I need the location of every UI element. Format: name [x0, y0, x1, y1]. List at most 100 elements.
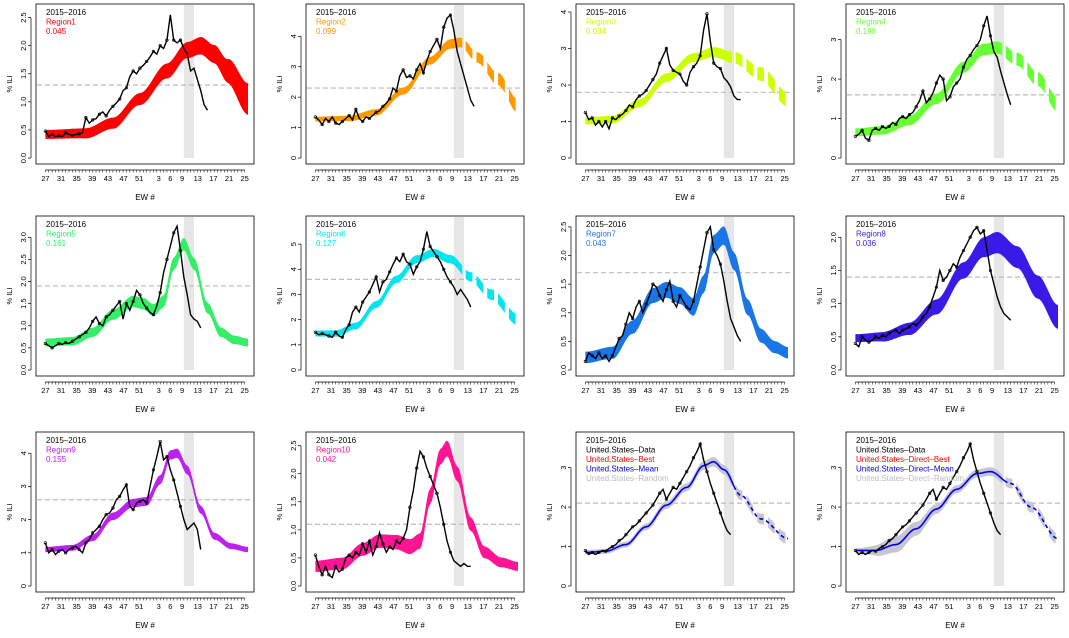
legend-entry: 2015–2016	[856, 8, 897, 17]
observed-point	[671, 485, 675, 489]
y-tick-label: 1	[559, 119, 568, 123]
x-tick-label: 21	[225, 386, 233, 395]
observed-point	[138, 499, 142, 503]
observed-point	[651, 282, 655, 286]
observed-point	[718, 66, 723, 71]
observed-point	[374, 275, 378, 279]
observed-point	[448, 13, 453, 17]
observed-point	[907, 112, 912, 117]
observed-point	[658, 61, 662, 65]
forecast-band	[855, 231, 1058, 343]
observed-point	[685, 469, 689, 474]
forecast-window-shade	[453, 5, 464, 158]
observed-point	[381, 104, 385, 108]
observed-point	[712, 248, 716, 252]
y-tick-label: 0	[559, 156, 568, 160]
x-tick-label: 6	[438, 602, 442, 611]
observed-point	[158, 440, 162, 444]
observed-point	[448, 280, 453, 284]
observed-point	[853, 134, 857, 138]
x-tick-label: 43	[104, 174, 112, 183]
observed-point	[354, 550, 358, 554]
x-axis-label: EW #	[135, 621, 155, 630]
y-tick-label: 0.0	[19, 153, 28, 163]
observed-point	[442, 25, 446, 29]
y-axis-label: % ILI	[545, 75, 554, 92]
x-tick-label: 47	[929, 602, 937, 611]
x-tick-label: 31	[57, 174, 65, 183]
x-axis-label: EW #	[405, 193, 425, 202]
observed-point	[97, 524, 102, 528]
observed-point	[644, 88, 648, 93]
observed-point	[874, 549, 878, 553]
forecast-band-segment	[465, 40, 473, 60]
observed-point	[347, 323, 351, 327]
observed-point	[320, 573, 324, 577]
panel-region10: 0.0 0.5 1.0 1.5 2.0 2.5 % ILI 27 31 35 39 43 47 51 3 6 9…	[275, 431, 525, 630]
x-tick-label: 17	[479, 174, 487, 183]
y-tick-label: 0	[289, 368, 298, 372]
x-tick-label: 27	[311, 174, 319, 183]
observed-point	[77, 547, 81, 552]
x-tick-label: 35	[342, 174, 350, 183]
x-tick-label: 39	[628, 174, 636, 183]
x-tick-label: 27	[311, 602, 319, 611]
observed-point	[43, 541, 47, 545]
y-axis-label: % ILI	[815, 75, 824, 92]
x-tick-label: 17	[749, 386, 757, 395]
observed-point	[968, 235, 972, 239]
x-tick-label: 39	[898, 174, 906, 183]
y-tick-label: 2.0	[19, 40, 28, 50]
observed-point	[435, 491, 439, 495]
observed-point	[131, 508, 135, 512]
legend-entry: Region5	[46, 230, 76, 239]
observed-point	[388, 545, 392, 549]
x-tick-label: 21	[765, 602, 773, 611]
observed-point	[941, 77, 945, 81]
x-tick-label: 17	[1019, 386, 1027, 395]
x-tick-label: 39	[88, 602, 96, 611]
observed-point	[394, 89, 399, 93]
y-tick-label: 1.0	[289, 525, 298, 535]
y-tick-label: 0.5	[289, 553, 298, 563]
observed-point	[415, 265, 419, 269]
observed-point	[887, 124, 891, 129]
forecast-window-shade	[183, 5, 194, 158]
x-tick-label: 13	[1004, 602, 1012, 611]
plot-frame	[845, 215, 1065, 377]
x-tick-label: 51	[945, 602, 953, 611]
x-tick-label: 39	[88, 174, 96, 183]
forecast-band	[315, 248, 463, 337]
x-tick-label: 47	[659, 602, 667, 611]
observed-point	[421, 247, 426, 251]
legend-entry: Region7	[586, 230, 616, 239]
observed-point	[340, 335, 344, 339]
x-tick-label: 35	[612, 386, 620, 395]
observed-point	[907, 325, 912, 329]
x-tick-label: 31	[597, 602, 605, 611]
y-tick-label: 3	[19, 484, 28, 488]
observed-point	[334, 121, 338, 125]
observed-point	[401, 68, 405, 72]
x-tick-label: 13	[734, 174, 742, 183]
y-axis-label: % ILI	[5, 75, 14, 92]
mean-forecast-line	[585, 460, 735, 554]
observed-point	[880, 124, 884, 129]
observed-point	[138, 293, 142, 297]
observed-point	[853, 548, 857, 553]
observed-point	[671, 299, 675, 303]
legend-entry: 2015–2016	[46, 220, 87, 229]
legend-entry: 2015–2016	[586, 8, 627, 17]
observed-point	[165, 454, 169, 459]
x-tick-label: 27	[311, 386, 319, 395]
observed-point	[70, 546, 74, 550]
observed-point	[705, 12, 709, 16]
x-tick-label: 43	[644, 174, 652, 183]
x-tick-label: 43	[374, 386, 382, 395]
observed-point	[84, 541, 88, 545]
x-tick-label: 13	[194, 386, 202, 395]
x-tick-label: 21	[225, 174, 233, 183]
y-tick-label: 1	[19, 551, 28, 555]
observed-point	[644, 302, 648, 306]
